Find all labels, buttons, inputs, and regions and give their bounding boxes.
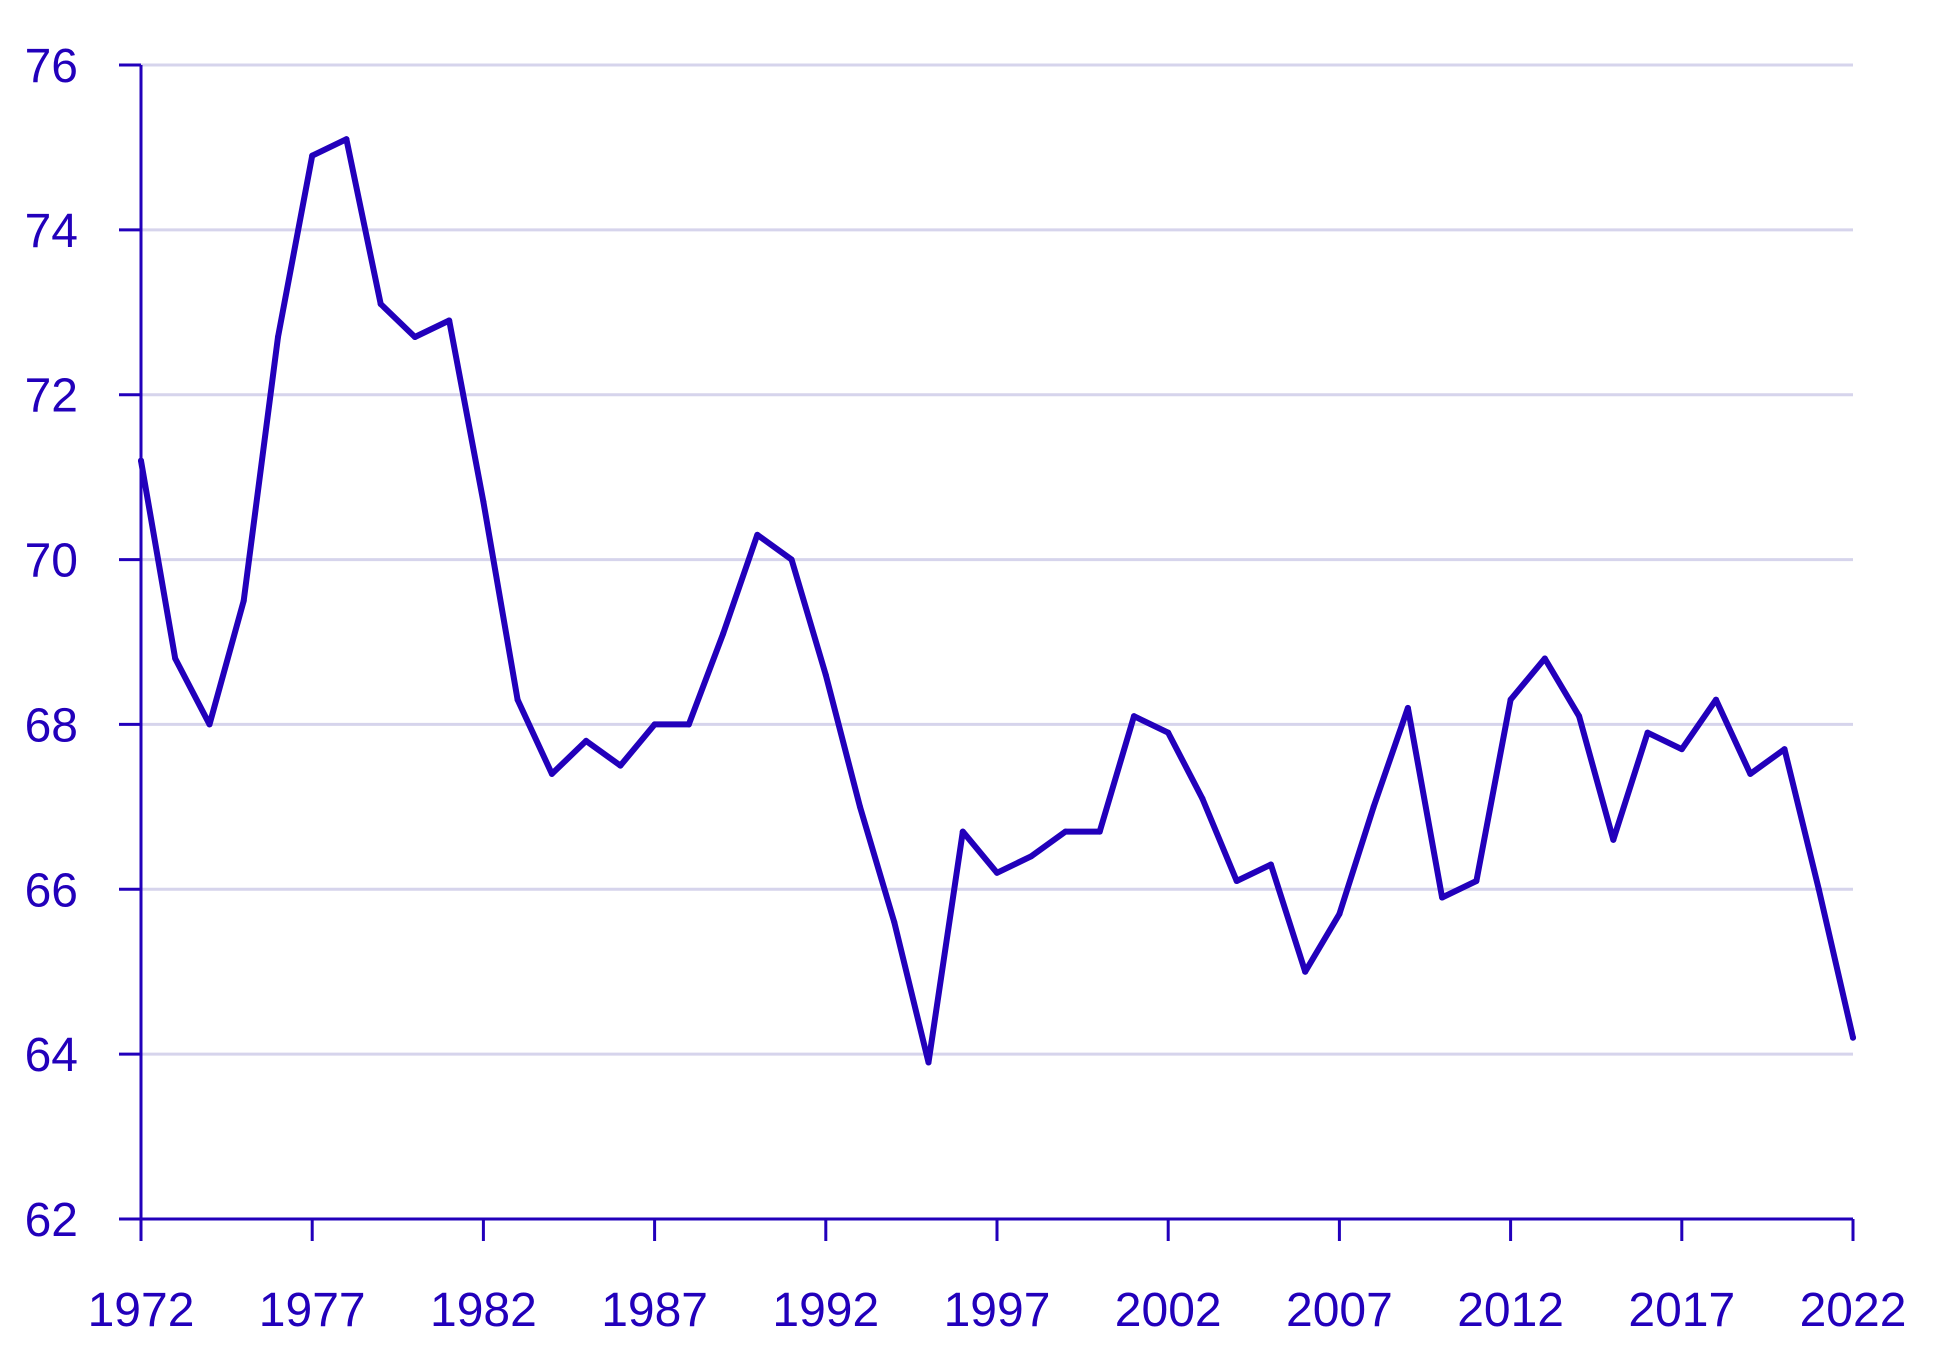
data-point-2011 [1473, 878, 1480, 885]
data-point-1992 [822, 671, 829, 678]
y-tick-label-66: 66 [25, 864, 78, 917]
y-tick-label-72: 72 [25, 370, 78, 423]
x-tick-label-1982: 1982 [430, 1284, 537, 1337]
data-point-1983 [514, 696, 521, 703]
data-point-2015 [1610, 836, 1617, 843]
data-point-1978 [343, 136, 350, 143]
data-point-2004 [1233, 878, 1240, 885]
data-point-1993 [857, 803, 864, 810]
data-point-1973 [172, 655, 179, 662]
y-tick-label-64: 64 [25, 1029, 78, 1082]
data-point-1995 [925, 1059, 932, 1066]
data-point-1986 [617, 762, 624, 769]
data-point-1997 [994, 869, 1000, 876]
grid-lines [141, 63, 1853, 1056]
data-point-2020 [1781, 746, 1788, 753]
series-line-0 [138, 136, 1856, 1066]
axes [119, 63, 1855, 1241]
y-tick-label-74: 74 [25, 205, 78, 258]
data-point-2001 [1130, 713, 1137, 720]
data-point-2019 [1747, 770, 1754, 777]
data-point-2002 [1165, 729, 1172, 736]
data-point-2016 [1644, 729, 1651, 736]
data-point-1990 [754, 531, 761, 538]
data-point-1989 [720, 630, 727, 637]
data-point-2010 [1439, 894, 1446, 901]
y-tick-label-68: 68 [25, 699, 78, 752]
x-tick-label-1972: 1972 [88, 1284, 195, 1337]
data-point-1977 [309, 152, 316, 159]
data-point-1994 [891, 919, 898, 926]
data-point-1975 [240, 597, 247, 604]
data-point-1985 [583, 737, 590, 744]
data-point-2009 [1404, 704, 1411, 711]
data-point-1972 [138, 457, 144, 464]
data-point-2005 [1267, 861, 1274, 868]
data-point-1996 [959, 828, 966, 835]
x-tick-label-1977: 1977 [259, 1284, 366, 1337]
series-layer [138, 136, 1856, 1066]
x-tick-label-2002: 2002 [1115, 1284, 1222, 1337]
data-point-1988 [685, 721, 692, 728]
data-point-1999 [1062, 828, 1069, 835]
data-point-1998 [1028, 853, 1035, 860]
data-point-2000 [1096, 828, 1103, 835]
data-point-2018 [1713, 696, 1720, 703]
data-point-1979 [377, 301, 384, 308]
tick-labels: 62 64 66 68 70 72 74 76 1972 1977 1982 1987 1992 1997… [25, 40, 1907, 1337]
data-point-2013 [1541, 655, 1548, 662]
x-tick-label-2017: 2017 [1628, 1284, 1735, 1337]
y-tick-label-70: 70 [25, 535, 78, 588]
x-tick-label-1992: 1992 [772, 1284, 879, 1337]
data-point-2014 [1576, 713, 1583, 720]
data-point-1987 [651, 721, 658, 728]
data-point-1991 [788, 556, 795, 563]
data-point-2008 [1370, 803, 1377, 810]
data-point-2003 [1199, 795, 1206, 802]
data-point-1974 [206, 721, 213, 728]
data-point-1980 [411, 334, 418, 341]
data-point-2012 [1507, 696, 1514, 703]
y-tick-label-62: 62 [25, 1194, 78, 1247]
data-point-2021 [1815, 886, 1822, 893]
data-point-2007 [1336, 911, 1343, 918]
data-point-2022 [1850, 1034, 1856, 1041]
x-tick-label-2007: 2007 [1286, 1284, 1393, 1337]
x-tick-label-1987: 1987 [601, 1284, 708, 1337]
data-point-2017 [1678, 746, 1685, 753]
data-point-1976 [274, 334, 281, 341]
x-tick-label-2012: 2012 [1457, 1284, 1564, 1337]
data-point-1984 [548, 770, 555, 777]
y-tick-label-76: 76 [25, 40, 78, 93]
data-point-1981 [446, 317, 453, 324]
data-point-2006 [1302, 968, 1309, 975]
x-tick-label-2022: 2022 [1800, 1284, 1907, 1337]
x-tick-label-1997: 1997 [944, 1284, 1051, 1337]
data-point-1982 [480, 498, 487, 505]
